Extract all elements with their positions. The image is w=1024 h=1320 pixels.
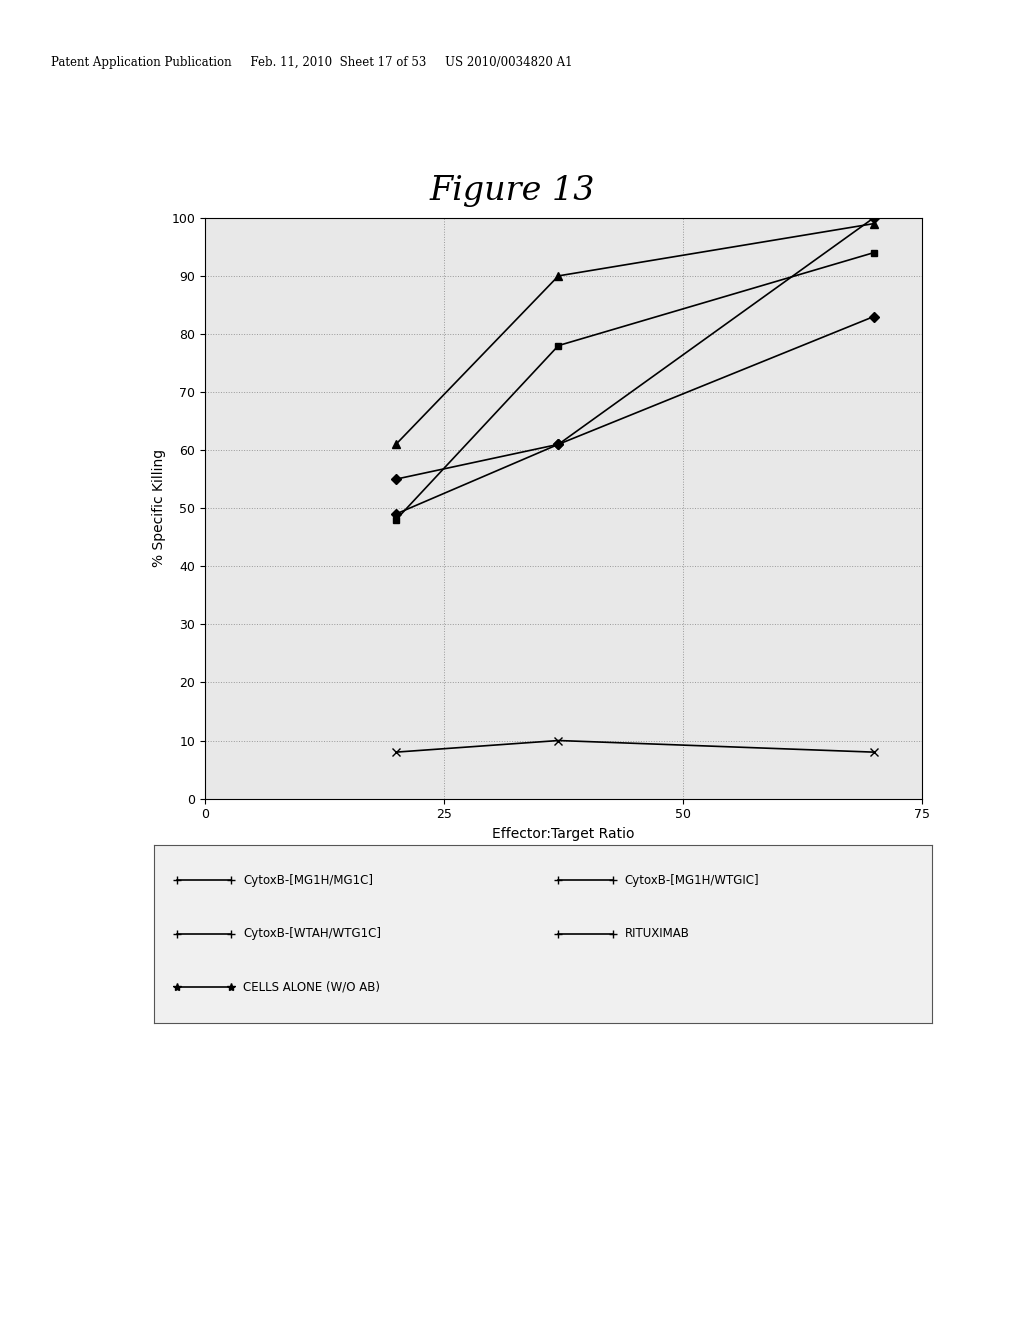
Text: CytoxB-[MG1H/MG1C]: CytoxB-[MG1H/MG1C] [243, 874, 373, 887]
Text: Patent Application Publication     Feb. 11, 2010  Sheet 17 of 53     US 2010/003: Patent Application Publication Feb. 11, … [51, 55, 572, 69]
Text: CELLS ALONE (W/O AB): CELLS ALONE (W/O AB) [243, 981, 380, 994]
Text: RITUXIMAB: RITUXIMAB [625, 928, 689, 940]
Y-axis label: % Specific Killing: % Specific Killing [152, 449, 166, 568]
X-axis label: Effector:Target Ratio: Effector:Target Ratio [492, 826, 635, 841]
Text: CytoxB-[WTAH/WTG1C]: CytoxB-[WTAH/WTG1C] [243, 928, 381, 940]
Text: CytoxB-[MG1H/WTGIC]: CytoxB-[MG1H/WTGIC] [625, 874, 759, 887]
Text: Figure 13: Figure 13 [429, 176, 595, 207]
